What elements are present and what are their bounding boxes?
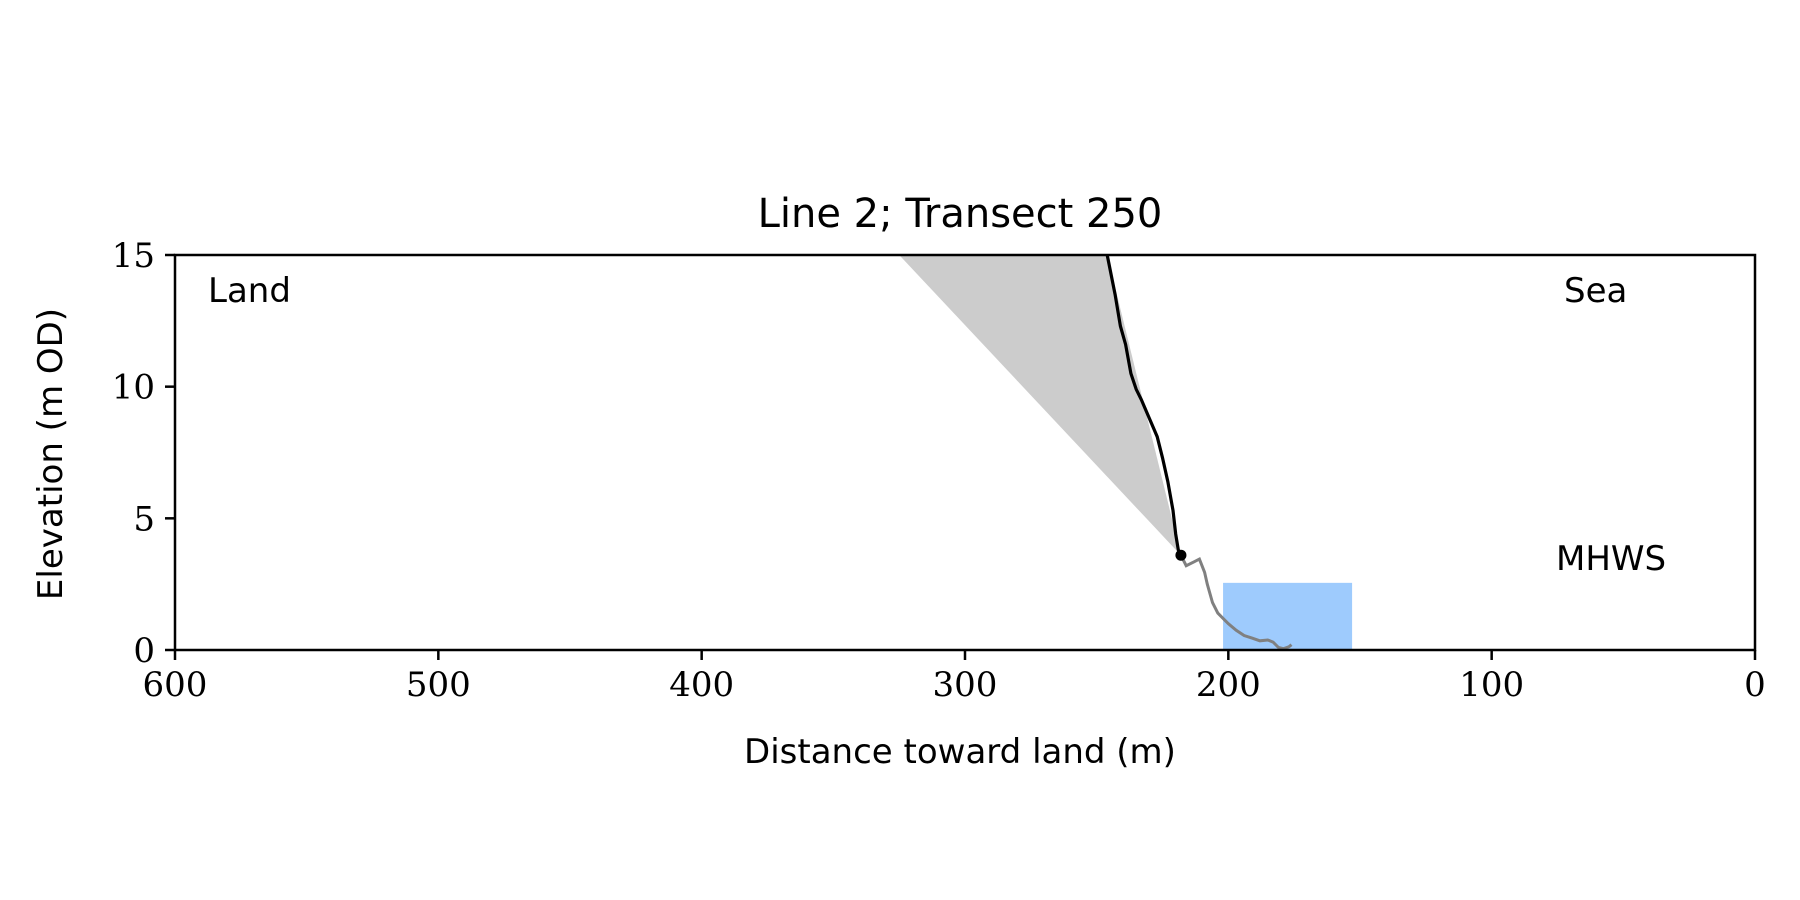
y-tick-label: 0 (133, 631, 155, 671)
chart-title: Line 2; Transect 250 (758, 191, 1163, 237)
x-tick-label: 500 (406, 665, 471, 705)
mhws-water-rect (1223, 582, 1353, 650)
x-tick-label: 200 (1196, 665, 1261, 705)
cliff-toe-marker (1175, 549, 1187, 561)
mhws-label: MHWS (1556, 539, 1666, 579)
x-axis: 600 500 400 300 200 100 0 (143, 650, 1766, 705)
x-tick-label: 400 (669, 665, 734, 705)
x-tick-label: 300 (933, 665, 998, 705)
y-axis-label: Elevation (m OD) (31, 308, 71, 600)
y-tick-label: 5 (133, 499, 155, 539)
y-tick-label: 15 (112, 236, 155, 276)
x-tick-label: 100 (1459, 665, 1524, 705)
x-tick-label: 600 (143, 665, 208, 705)
y-axis: 0 5 10 15 (112, 236, 175, 671)
x-tick-label: 0 (1744, 665, 1766, 705)
beach-profile-line (1179, 554, 1293, 651)
sea-label: Sea (1564, 271, 1627, 311)
cliff-profile-line (1105, 254, 1183, 556)
plot-area (173, 253, 1757, 652)
cliff-retreat-wedge (899, 255, 1181, 556)
x-axis-label: Distance toward land (m) (744, 732, 1176, 772)
land-label: Land (208, 271, 291, 311)
y-tick-label: 10 (112, 368, 155, 408)
